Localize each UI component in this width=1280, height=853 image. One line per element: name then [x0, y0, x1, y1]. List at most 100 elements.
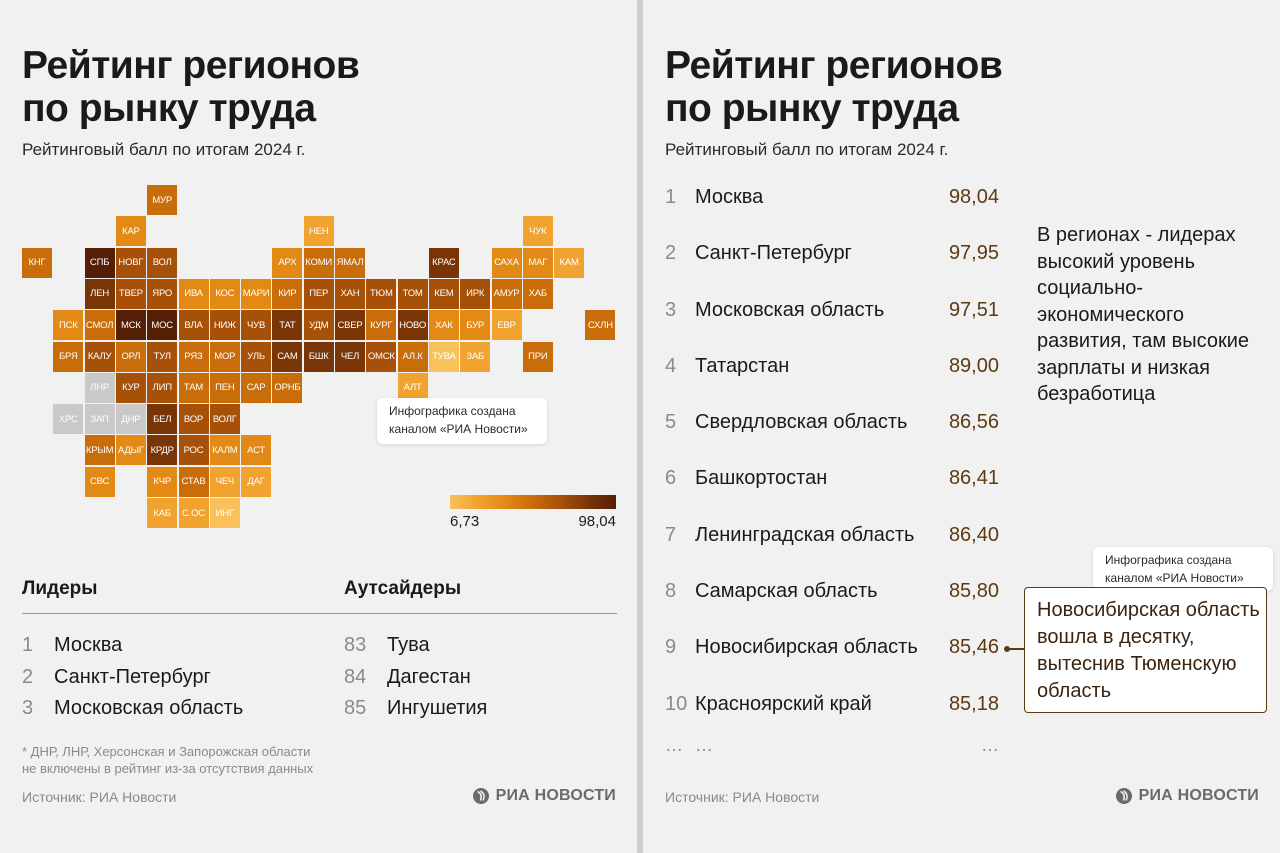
left-panel: Рейтинг регионов по рынку труда Рейтинго…: [0, 0, 637, 853]
rating-score: 97,51: [948, 298, 999, 321]
rating-score: 86,41: [948, 467, 999, 490]
region-tile: ТЮМ: [366, 278, 397, 309]
region-tile: ЧЕЛ: [335, 341, 365, 372]
region-tile: ИНГ: [209, 498, 240, 528]
ria-logo-text: РИА НОВОСТИ: [495, 787, 616, 804]
region-tile: ЛЕН: [84, 278, 115, 309]
region-tile: МУР: [147, 185, 178, 215]
region-tile: ЯРО: [147, 278, 178, 309]
list-item: 3 Московская область: [22, 693, 312, 725]
region-tile: ТВЕР: [115, 278, 146, 309]
region-tile: КАЛУ: [84, 341, 115, 372]
region-tile: ТОМ: [397, 278, 428, 309]
region-tile: КУРГ: [366, 310, 397, 341]
region-tile: НЕН: [303, 216, 334, 247]
region-name: Красноярский край: [695, 692, 872, 715]
callout-connector: [1007, 648, 1024, 650]
list-item-rank: 85: [344, 697, 367, 720]
region-tile: ХАБ: [522, 278, 553, 309]
rank-number: 10: [665, 692, 688, 715]
region-tile: ТАТ: [272, 310, 303, 341]
scale-min-label: 6,73: [450, 513, 480, 530]
region-tile: НОВО: [397, 310, 428, 341]
region-tile: МОР: [209, 341, 240, 372]
region-name: Ленинградская область: [695, 523, 915, 546]
region-tile: СХЛН: [585, 310, 616, 341]
rating-score: 85,46: [948, 636, 999, 659]
region-name: Самарская область: [695, 580, 878, 603]
list-item-rank: 3: [22, 697, 34, 720]
rating-score: 98,04: [948, 186, 999, 208]
region-tile: КОС: [209, 278, 240, 309]
rating-score: 97,95: [948, 242, 999, 265]
color-scale-legend: [450, 495, 616, 509]
region-tile: КАЛМ: [209, 435, 240, 466]
ria-logo-icon: [472, 788, 489, 804]
rating-score: 89,00: [948, 354, 999, 377]
region-tile: ЧУВ: [241, 310, 272, 341]
region-tile: ЛИП: [147, 372, 178, 403]
list-item-name: Москва: [54, 634, 123, 657]
novosibirsk-callout: Новосибирская область вошла в десятку, в…: [1024, 587, 1267, 713]
region-name: Башкортостан: [695, 467, 828, 490]
region-tile: ОРНБ: [272, 372, 303, 403]
region-tile: КНГ: [22, 247, 52, 278]
region-tile: УЛЬ: [241, 341, 272, 372]
source-label: Источник: РИА Новости: [22, 789, 177, 805]
more-name: …: [695, 735, 713, 755]
ranking-table: 1 Москва 98,04 2 Санкт-Петербург 97,95 3 Москов…: [665, 170, 999, 733]
rank-number: 8: [665, 580, 677, 603]
table-row: 1 Москва 98,04: [665, 170, 999, 226]
region-tile: СМОЛ: [84, 310, 115, 341]
region-tile: АРХ: [272, 247, 303, 278]
region-tile: КАМ: [554, 247, 585, 278]
region-tile: РОС: [178, 435, 209, 466]
region-name: Свердловская область: [695, 411, 908, 434]
list-item-name: Тува: [387, 634, 430, 657]
region-tile: КИР: [272, 278, 303, 309]
region-name: Москва: [695, 186, 764, 208]
table-row: 6 Башкортостан 86,41: [665, 451, 999, 507]
region-tile: МАГ: [522, 247, 553, 278]
list-item-rank: 84: [344, 665, 367, 688]
list-item-rank: 83: [344, 634, 367, 657]
footnote: * ДНР, ЛНР, Херсонская и Запорожская обл…: [22, 744, 314, 776]
region-tile: ЗАП: [84, 404, 115, 435]
leaders-explanation: В регионах - лидерах высокий уровень соц…: [1037, 224, 1250, 405]
region-tile: НОВГ: [115, 247, 146, 278]
list-item-name: Санкт-Петербург: [54, 665, 211, 688]
region-tile: АЛ.К: [397, 341, 428, 372]
region-tile: ТУЛ: [147, 341, 178, 372]
infographic-note: Инфографика создана каналом «РИА Новости…: [1093, 547, 1273, 591]
region-tile: ДАГ: [241, 466, 272, 497]
region-tile: ВЛА: [178, 310, 209, 341]
region-tile: БШК: [303, 341, 334, 372]
region-tile: ПЕН: [209, 372, 240, 403]
region-tile: МАРИ: [241, 278, 272, 309]
region-tile: САР: [241, 372, 272, 403]
region-tile: АЛТ: [397, 372, 428, 403]
rating-score: 85,80: [948, 580, 999, 603]
region-tile: КАР: [115, 216, 146, 247]
region-tile: ЧУК: [522, 216, 553, 247]
outsiders-heading: Аутсайдеры: [344, 578, 462, 599]
region-tile: НИЖ: [209, 310, 240, 341]
table-row: 3 Московская область 97,51: [665, 283, 999, 339]
leaders-heading: Лидеры: [22, 578, 98, 599]
region-tile: БУР: [460, 310, 491, 341]
region-tile: СПБ: [84, 247, 115, 278]
region-tile: САМ: [272, 341, 303, 372]
region-tile: ТАМ: [178, 372, 209, 403]
region-tile: ПРИ: [522, 341, 553, 372]
novosibirsk-callout-text: Новосибирская область вошла в десятку, в…: [1037, 599, 1260, 702]
table-row: 10 Красноярский край 85,18: [665, 677, 999, 733]
list-item-name: Московская область: [54, 697, 244, 720]
list-item: 84 Дагестан: [344, 662, 634, 694]
region-tile: ДНР: [115, 404, 146, 435]
region-tile: ОРЛ: [115, 341, 146, 372]
region-tile: АДЫГ: [115, 435, 146, 466]
region-tile: КЕМ: [428, 278, 459, 309]
region-tile: КАБ: [147, 498, 178, 528]
region-tile: САХА: [491, 247, 522, 278]
region-tile: ИРК: [460, 278, 491, 309]
